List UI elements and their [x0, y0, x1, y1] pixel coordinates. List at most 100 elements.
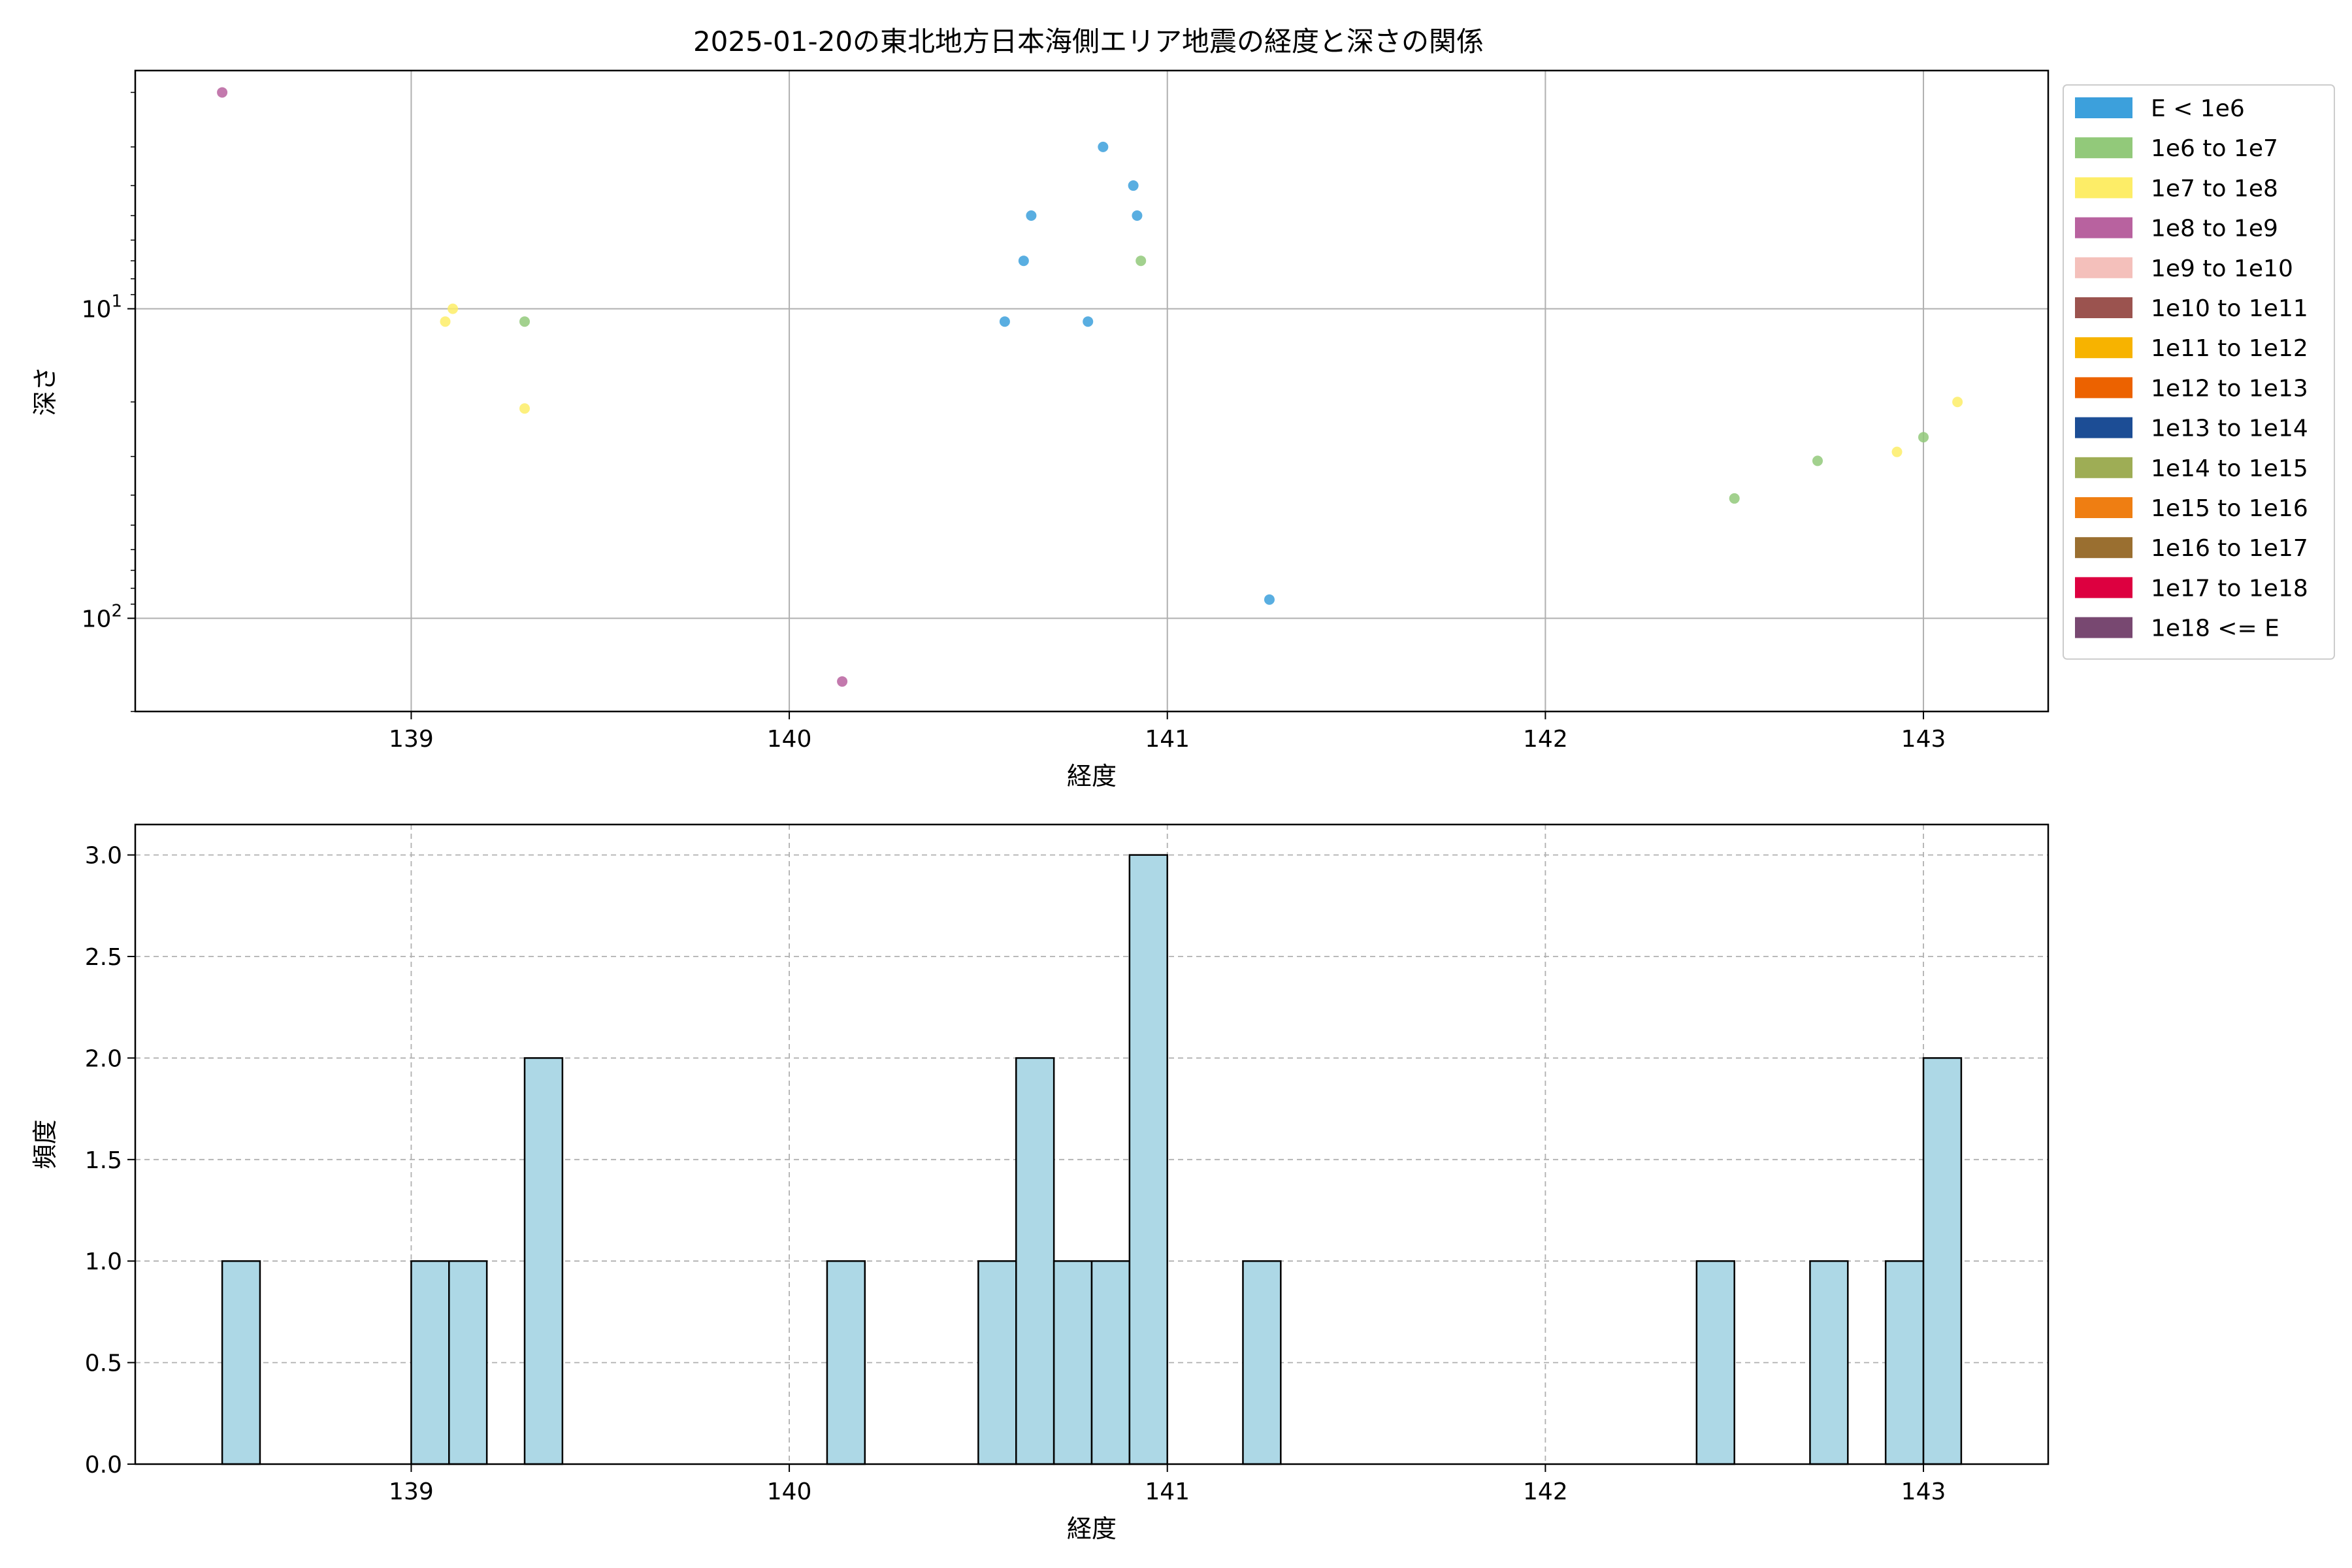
- scatter-point: [999, 316, 1010, 327]
- legend-item: 1e9 to 1e10: [2075, 255, 2293, 282]
- legend-item: 1e18 <= E: [2075, 615, 2279, 642]
- histogram-bar: [221, 1260, 261, 1465]
- scatter-point: [1952, 397, 1963, 408]
- legend-box: [2063, 84, 2335, 660]
- legend-swatch: [2075, 177, 2132, 199]
- histogram-bar: [1922, 1057, 1963, 1465]
- scatter-plot-frame: [134, 69, 2050, 713]
- histogram-y-tick-label: 2.5: [85, 944, 122, 971]
- scatter-point: [519, 403, 531, 414]
- scatter-point: [1018, 255, 1029, 267]
- scatter-point: [837, 676, 848, 687]
- scatter-point: [1891, 446, 1903, 457]
- scatter-point: [1729, 493, 1740, 504]
- legend-item: 1e10 to 1e11: [2075, 295, 2308, 322]
- legend-label: 1e6 to 1e7: [2151, 135, 2278, 162]
- legend: E < 1e6 1e6 to 1e7 1e7 to 1e8 1e8 to 1e9 1e9…: [2063, 84, 2335, 660]
- legend-swatch: [2075, 217, 2132, 238]
- scatter-point: [217, 87, 228, 98]
- histogram-bar: [1242, 1260, 1282, 1465]
- legend-swatch: [2075, 137, 2132, 159]
- scatter-x-tick-label: 141: [1145, 726, 1190, 753]
- histogram-panel: 139 140 141 142 143 0.0 0.5 1.0 1.5 2.0 2.5 3.0 経度…: [31, 823, 2050, 1543]
- histogram-x-tick-label: 141: [1145, 1478, 1190, 1505]
- legend-label: 1e9 to 1e10: [2151, 255, 2293, 282]
- legend-item: 1e16 to 1e17: [2075, 535, 2308, 562]
- legend-item: E < 1e6: [2075, 95, 2245, 122]
- legend-item: 1e13 to 1e14: [2075, 416, 2308, 442]
- legend-label: E < 1e6: [2151, 95, 2245, 122]
- scatter-y-tick-label: 102: [82, 601, 122, 632]
- legend-item: 1e11 to 1e12: [2075, 335, 2308, 362]
- scatter-x-axis-label: 経度: [1067, 762, 1117, 791]
- scatter-point: [1083, 316, 1094, 327]
- scatter-y-ticks: 101 102: [82, 91, 135, 712]
- histogram-bar: [1090, 1260, 1131, 1465]
- scatter-x-tick-label: 143: [1901, 726, 1946, 753]
- legend-swatch: [2075, 457, 2132, 478]
- legend-item: 1e15 to 1e16: [2075, 495, 2308, 522]
- legend-item: 1e7 to 1e8: [2075, 175, 2278, 202]
- legend-item: 1e14 to 1e15: [2075, 455, 2308, 482]
- histogram-bar: [826, 1260, 866, 1465]
- legend-item: 1e17 to 1e18: [2075, 575, 2308, 602]
- histogram-bar: [1053, 1260, 1093, 1465]
- scatter-point: [1098, 141, 1109, 152]
- legend-label: 1e14 to 1e15: [2151, 455, 2308, 482]
- histogram-bar: [1128, 854, 1168, 1465]
- histogram-y-tick-label: 1.5: [85, 1147, 122, 1174]
- scatter-y-tick-label: 101: [82, 292, 122, 323]
- scatter-point: [519, 316, 531, 327]
- legend-item: 1e8 to 1e9: [2075, 216, 2278, 242]
- histogram-x-ticks: 139 140 141 142 143: [389, 1464, 1946, 1505]
- histogram-bar: [1015, 1057, 1055, 1465]
- histogram-x-tick-label: 140: [767, 1478, 812, 1505]
- legend-swatch: [2075, 337, 2132, 359]
- legend-label: 1e11 to 1e12: [2151, 335, 2308, 362]
- scatter-point: [448, 303, 459, 314]
- scatter-y-axis-label: 深さ: [31, 366, 59, 416]
- scatter-panel: 139 140 141 142 143 101 102 経度 深さ: [31, 69, 2050, 791]
- legend-swatch: [2075, 297, 2132, 318]
- legend-swatch: [2075, 257, 2132, 278]
- histogram-bar: [977, 1260, 1017, 1465]
- scatter-point: [1812, 455, 1823, 466]
- scatter-x-tick-label: 142: [1523, 726, 1568, 753]
- legend-label: 1e12 to 1e13: [2151, 375, 2308, 402]
- legend-label: 1e16 to 1e17: [2151, 535, 2308, 562]
- scatter-point: [1026, 210, 1037, 221]
- scatter-x-tick-label: 140: [767, 726, 812, 753]
- legend-item: 1e6 to 1e7: [2075, 135, 2278, 162]
- legend-label: 1e10 to 1e11: [2151, 295, 2308, 322]
- legend-label: 1e18 <= E: [2151, 615, 2279, 642]
- legend-swatch: [2075, 97, 2132, 118]
- histogram-y-tick-label: 3.0: [85, 843, 122, 870]
- histogram-bar: [1809, 1260, 1849, 1465]
- scatter-point: [1128, 180, 1139, 191]
- histogram-bar: [448, 1260, 488, 1465]
- histogram-x-axis-label: 経度: [1067, 1514, 1117, 1543]
- histogram-y-ticks: 0.0 0.5 1.0 1.5 2.0 2.5 3.0: [85, 843, 135, 1478]
- scatter-point: [1264, 594, 1275, 605]
- legend-swatch: [2075, 577, 2132, 598]
- legend-item: 1e12 to 1e13: [2075, 375, 2308, 402]
- legend-label: 1e7 to 1e8: [2151, 175, 2278, 202]
- histogram-bar: [1695, 1260, 1735, 1465]
- histogram-bar: [410, 1260, 450, 1465]
- legend-swatch: [2075, 417, 2132, 438]
- chart-title: 2025-01-20の東北地方日本海側エリア地震の経度と深さの関係: [693, 25, 1484, 57]
- legend-label: 1e17 to 1e18: [2151, 575, 2308, 602]
- scatter-point: [1135, 255, 1147, 267]
- scatter-point: [1918, 432, 1929, 443]
- legend-label: 1e8 to 1e9: [2151, 216, 2278, 242]
- histogram-y-tick-label: 2.0: [85, 1045, 122, 1072]
- legend-swatch: [2075, 617, 2132, 638]
- histogram-plot-frame: [134, 823, 2050, 1465]
- histogram-x-tick-label: 142: [1523, 1478, 1568, 1505]
- scatter-point: [1132, 210, 1143, 221]
- histogram-y-axis-label: 頻度: [31, 1119, 59, 1169]
- legend-items: E < 1e6 1e6 to 1e7 1e7 to 1e8 1e8 to 1e9 1e9…: [2075, 95, 2308, 642]
- scatter-x-tick-label: 139: [389, 726, 434, 753]
